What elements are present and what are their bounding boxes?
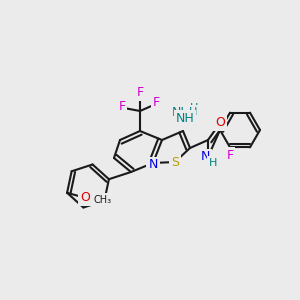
Text: F: F xyxy=(152,97,160,110)
Text: N: N xyxy=(148,158,158,172)
Text: S: S xyxy=(171,157,179,169)
Text: NH: NH xyxy=(176,112,194,124)
Text: F: F xyxy=(136,86,144,100)
Text: H: H xyxy=(190,103,198,113)
Text: H: H xyxy=(189,107,197,117)
Text: O: O xyxy=(215,116,225,130)
Text: N: N xyxy=(200,151,210,164)
Text: CH₃: CH₃ xyxy=(93,195,111,205)
Text: H: H xyxy=(209,158,217,168)
Text: F: F xyxy=(118,100,126,113)
Text: NH: NH xyxy=(172,106,190,119)
Text: O: O xyxy=(80,191,90,204)
Text: F: F xyxy=(226,149,234,162)
